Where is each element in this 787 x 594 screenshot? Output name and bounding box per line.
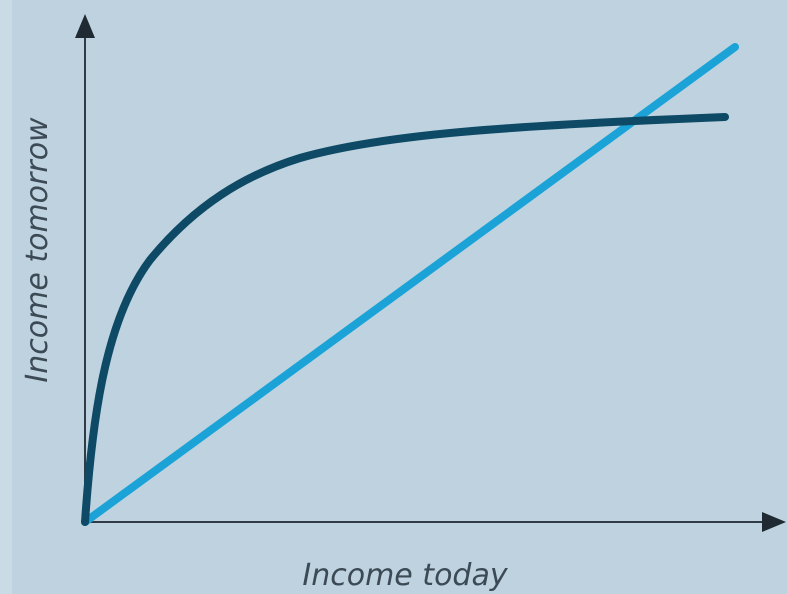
straight-line [81,43,739,526]
y-axis-arrow [75,14,95,38]
x-axis-label: Income today [302,558,508,593]
left-edge [0,0,12,594]
concave-curve [81,113,729,526]
x-axis-arrow [762,512,786,532]
y-axis-label: Income tomorrow [20,117,55,383]
